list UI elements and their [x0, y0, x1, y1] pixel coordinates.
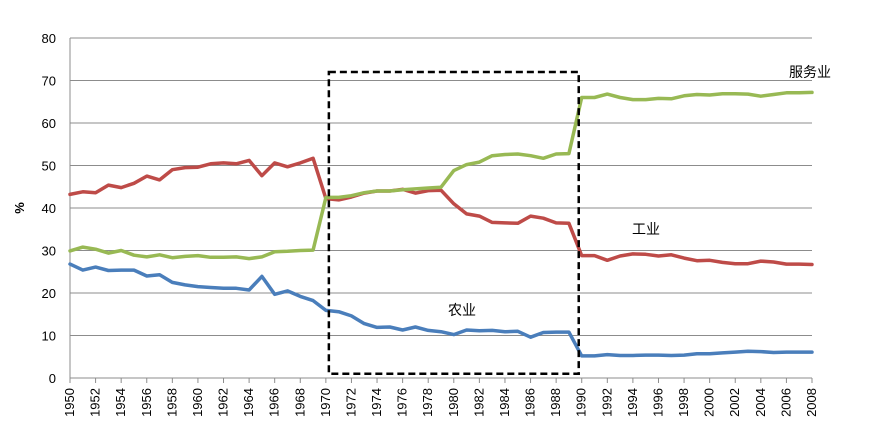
- axes: [69, 38, 813, 383]
- highlight-box: [327, 70, 580, 375]
- x-tick-label: 1992: [599, 388, 614, 417]
- x-tick-label: 1988: [548, 388, 563, 417]
- y-tick-label: 70: [42, 74, 56, 89]
- x-tick-label: 1970: [318, 388, 333, 417]
- series-line-1: [68, 156, 814, 267]
- x-tick-label: 1972: [343, 388, 358, 417]
- x-tick-label: 1966: [267, 388, 282, 417]
- y-tick-label: 40: [42, 201, 56, 216]
- y-tick-label: 60: [42, 116, 56, 131]
- series-annotation: 服务业: [789, 65, 831, 81]
- highlight-box-layer: [327, 70, 580, 375]
- series-annotation: 农业: [448, 303, 476, 319]
- x-tick-label: 1976: [395, 388, 410, 417]
- x-tick-label: 1998: [676, 388, 691, 417]
- series-line-0: [68, 262, 814, 358]
- x-tick-label: 2004: [753, 388, 768, 417]
- x-tick-label: 1962: [216, 388, 231, 417]
- x-tick-label: 1952: [88, 388, 103, 417]
- x-tick-label: 1960: [190, 388, 205, 417]
- series-lines: [68, 90, 814, 358]
- y-tick-label: 50: [42, 159, 56, 174]
- x-tick-label: 1986: [523, 388, 538, 417]
- x-tick-label: 2006: [778, 388, 793, 417]
- x-tick-label: 1954: [113, 388, 128, 417]
- y-tick-label: 80: [42, 31, 56, 46]
- x-tick-label: 1964: [241, 388, 256, 417]
- labels: 0 10 20 30 40 50 60 70 80 1950 1952 1954 1956 1958 196…: [12, 31, 831, 417]
- x-tick-label: 2000: [702, 388, 717, 417]
- series-line-2: [68, 90, 814, 261]
- x-tick-label: 1984: [497, 388, 512, 417]
- x-tick-label: 1950: [62, 388, 77, 417]
- gridlines: [70, 37, 812, 379]
- x-tick-label: 1982: [471, 388, 486, 417]
- y-tick-label: 0: [49, 371, 56, 386]
- x-tick-label: 2008: [804, 388, 819, 417]
- x-tick-label: 1980: [446, 388, 461, 417]
- x-tick-label: 1968: [292, 388, 307, 417]
- x-tick-label: 2002: [727, 388, 742, 417]
- x-tick-label: 1994: [625, 388, 640, 417]
- x-tick-label: 1978: [420, 388, 435, 417]
- y-tick-label: 20: [42, 286, 56, 301]
- y-axis-title: %: [12, 202, 27, 214]
- x-tick-label: 1996: [650, 388, 665, 417]
- x-tick-label: 1990: [574, 388, 589, 417]
- y-tick-label: 10: [42, 329, 56, 344]
- series-annotation: 工业: [632, 222, 660, 238]
- y-tick-label: 30: [42, 244, 56, 259]
- x-tick-label: 1956: [139, 388, 154, 417]
- x-tick-label: 1974: [369, 388, 384, 417]
- x-tick-label: 1958: [164, 388, 179, 417]
